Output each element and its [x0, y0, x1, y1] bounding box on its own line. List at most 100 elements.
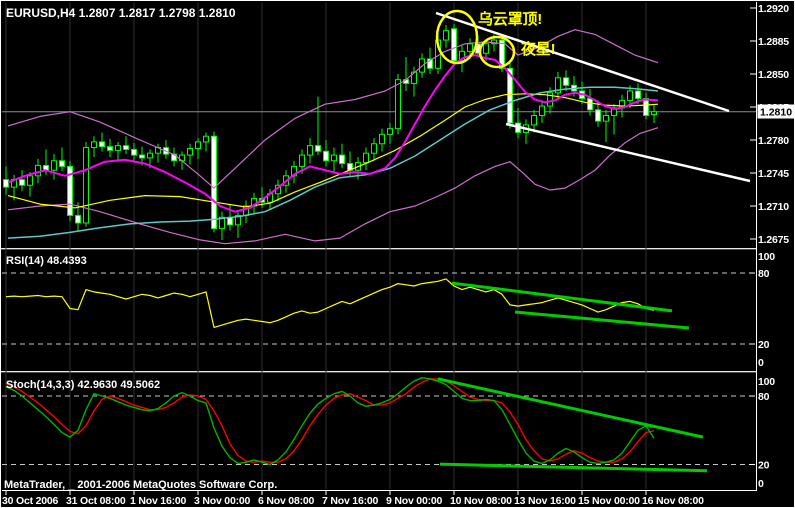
price-axis-label: 1.2885: [758, 36, 789, 48]
stoch-scale-label: 20: [758, 460, 770, 472]
rsi-scale-label: 20: [758, 339, 770, 351]
current-price-value: 1.2810: [760, 107, 792, 119]
rsi-indicator-label: RSI(14) 48.4393: [6, 255, 87, 267]
candle-bull: [307, 145, 313, 156]
candle-bull: [243, 205, 249, 216]
moving-average-magenta: [7, 54, 659, 213]
candle-bull: [91, 141, 97, 149]
candle-bear: [99, 141, 105, 148]
stoch-trendline[interactable]: [439, 462, 708, 473]
candle-bear: [107, 146, 113, 151]
time-axis-label: 30 Oct 2006: [2, 495, 59, 507]
candle-bear: [139, 154, 145, 159]
stoch-scale-label: 80: [758, 391, 770, 403]
candle-bull: [379, 133, 385, 145]
candle-bull: [187, 147, 193, 156]
main-chart-panel[interactable]: [2, 2, 756, 248]
price-trendline[interactable]: [435, 11, 730, 113]
candle-bull: [547, 92, 553, 107]
stoch-scale-label: 0: [758, 478, 764, 490]
candle-bull: [539, 105, 545, 116]
rsi-scale-label: 100: [758, 251, 775, 263]
candle-bull: [235, 214, 241, 226]
candle-bull: [195, 141, 201, 149]
rsi-panel[interactable]: [2, 250, 756, 370]
candle-bull: [363, 152, 369, 164]
candle-bear: [67, 165, 73, 216]
candle-bull: [299, 154, 305, 167]
rsi-trendline[interactable]: [514, 310, 690, 330]
candle-bear: [587, 98, 593, 111]
candle-bull: [459, 50, 465, 62]
candle-bear: [3, 179, 9, 188]
candle-bull: [467, 43, 473, 52]
stoch-scale-label: 100: [758, 376, 775, 388]
price-axis-label: 1.2710: [758, 201, 789, 213]
candle-bull: [603, 114, 609, 122]
candle-bear: [451, 28, 457, 62]
time-axis-label: 13 Nov 16:00: [514, 495, 576, 507]
candle-bear: [499, 39, 505, 69]
annotation-evening-star[interactable]: 夜星!: [520, 40, 556, 58]
candle-bear: [123, 145, 129, 150]
candle-bear: [315, 145, 321, 152]
candle-bull: [395, 79, 401, 130]
stoch-trendline[interactable]: [437, 377, 704, 439]
candle-bull: [83, 147, 89, 224]
candle-bull: [555, 77, 561, 94]
price-axis-label: 1.2745: [758, 168, 789, 180]
candle-bull: [483, 43, 489, 54]
rsi-line: [5, 278, 655, 328]
time-axis-label: 15 Nov 00:00: [578, 495, 640, 507]
candle-bear: [19, 179, 25, 186]
stoch-main-line: [5, 377, 655, 466]
annotation-dark-cloud-cover[interactable]: 乌云罩顶!: [478, 10, 542, 28]
candle-bull: [651, 111, 657, 116]
candle-bear: [635, 90, 641, 100]
time-axis-label: 31 Oct 08:00: [66, 495, 126, 507]
candle-bear: [507, 67, 513, 124]
price-trendline[interactable]: [505, 122, 751, 183]
stoch-signal-line: [5, 378, 655, 463]
candle-bear: [59, 160, 65, 167]
candle-bull: [371, 143, 377, 154]
candle-bear: [339, 154, 345, 165]
time-axis-label: 9 Nov 00:00: [386, 495, 443, 507]
bollinger-lower-band: [7, 127, 659, 245]
price-axis-label: 1.2850: [758, 69, 789, 81]
time-axis-label: 10 Nov 08:00: [450, 495, 512, 507]
rsi-scale-label: 80: [758, 268, 770, 280]
rsi-trendline[interactable]: [451, 281, 673, 313]
candle-bull: [411, 71, 417, 84]
time-axis-label: 7 Nov 16:00: [322, 495, 379, 507]
copyright-text: MetaTrader, _ 2001-2006 MetaQuotes Softw…: [4, 479, 277, 491]
candle-bear: [211, 135, 217, 230]
candle-bull: [531, 114, 537, 126]
candle-bull: [51, 160, 57, 171]
time-axis-label: 16 Nov 08:00: [642, 495, 704, 507]
candle-bull: [387, 128, 393, 135]
candle-bull: [219, 216, 225, 230]
candle-bear: [563, 77, 569, 86]
time-axis-label: 1 Nov 16:00: [130, 495, 187, 507]
candle-bull: [115, 145, 121, 151]
candle-bear: [427, 58, 433, 69]
price-axis-label: 1.2675: [758, 234, 789, 246]
stoch-indicator-label: Stoch(14,3,3) 42.9630 49.5062: [6, 379, 160, 391]
bollinger-upper-band: [7, 29, 659, 189]
candle-bear: [131, 148, 137, 156]
pattern-ellipse[interactable]: [435, 9, 479, 65]
candle-bear: [75, 214, 81, 224]
moving-average-yellow: [7, 93, 659, 209]
candle-bull: [147, 152, 153, 159]
pattern-ellipse[interactable]: [478, 35, 516, 69]
rsi-scale-label: 0: [758, 357, 764, 369]
time-axis-label: 6 Nov 08:00: [258, 495, 315, 507]
candle-bear: [643, 98, 649, 116]
candle-bull: [627, 90, 633, 101]
candle-bull: [203, 135, 209, 143]
price-axis-label: 1.2920: [758, 3, 789, 15]
candle-bull: [331, 154, 337, 162]
